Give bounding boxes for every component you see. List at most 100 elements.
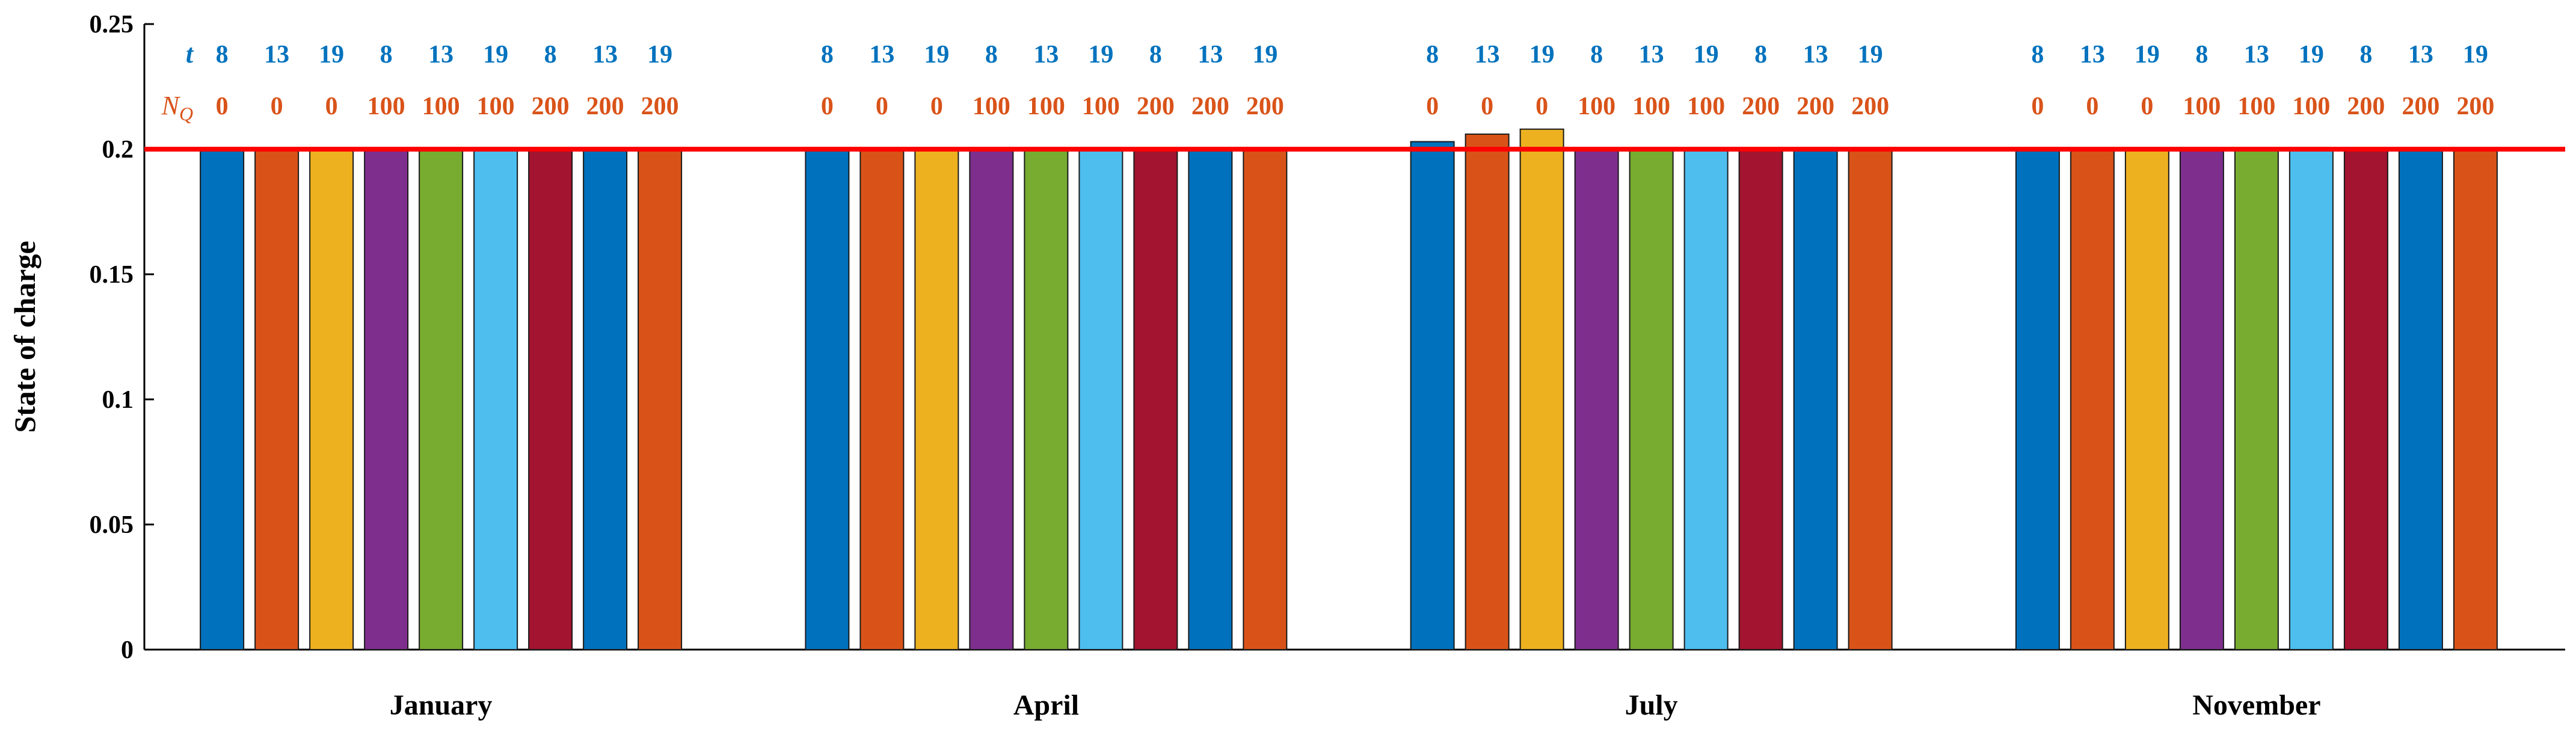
nq-label: 100	[2237, 93, 2275, 120]
nq-label: 0	[1426, 93, 1439, 120]
bar	[1793, 149, 1838, 650]
nq-label: 0	[2086, 93, 2098, 120]
time-label: 8	[380, 41, 393, 69]
nq-label: 200	[586, 93, 624, 120]
bar	[914, 149, 959, 650]
nq-label: 100	[1687, 93, 1725, 120]
bar	[364, 149, 409, 650]
nq-label: 0	[930, 93, 943, 120]
y-tick-label: 0.2	[102, 136, 134, 164]
bar	[969, 149, 1014, 650]
time-label: 8	[985, 41, 998, 69]
time-label: 13	[869, 41, 894, 69]
bar	[2124, 149, 2169, 650]
nq-label: 0	[2141, 93, 2153, 120]
x-tick-label: July	[1625, 689, 1678, 721]
bar	[1133, 149, 1178, 650]
nq-label: 200	[2456, 93, 2494, 120]
time-label: 19	[1694, 41, 1719, 69]
time-label: 8	[1590, 41, 1603, 69]
bar	[200, 149, 245, 650]
time-label: 13	[592, 41, 618, 69]
nq-label: 200	[532, 93, 570, 120]
bar	[1410, 141, 1455, 650]
nq-label: 200	[1191, 93, 1229, 120]
bar	[1078, 149, 1124, 650]
bar	[473, 149, 518, 650]
time-label: 19	[647, 41, 672, 69]
y-tick-label: 0.15	[90, 261, 134, 289]
bar	[1188, 149, 1233, 650]
nq-label: 200	[1246, 93, 1284, 120]
time-label: 13	[1197, 41, 1223, 69]
bar	[1024, 149, 1069, 650]
bar	[805, 149, 850, 650]
time-label: 19	[1088, 41, 1113, 69]
nq-label: 100	[1632, 93, 1670, 120]
bar	[1738, 149, 1783, 650]
bar	[528, 149, 573, 650]
x-tick-label: April	[1013, 689, 1079, 721]
bar	[2015, 149, 2060, 650]
time-label: 8	[1754, 41, 1767, 69]
bar	[2398, 149, 2443, 650]
bar	[1683, 149, 1729, 650]
y-axis-label: State of charge	[8, 241, 41, 432]
nq-label: 200	[2347, 93, 2385, 120]
time-label: 13	[2080, 41, 2105, 69]
nq-label: 200	[2402, 93, 2439, 120]
time-label: 8	[1149, 41, 1162, 69]
bar	[1574, 149, 1619, 650]
time-label: 19	[2299, 41, 2324, 69]
nq-label: 200	[1137, 93, 1175, 120]
nq-label: 200	[1851, 93, 1889, 120]
nq-row-label: NQ	[161, 91, 193, 125]
nq-label: 0	[876, 93, 888, 120]
time-label: 13	[1033, 41, 1059, 69]
bar	[1465, 134, 1510, 651]
y-tick-label: 0.25	[90, 11, 134, 38]
time-label: 13	[2408, 41, 2433, 69]
time-label: 19	[1858, 41, 1883, 69]
bar	[583, 149, 628, 650]
nq-label: 200	[1742, 93, 1780, 120]
bar	[1243, 149, 1288, 650]
y-tick-label: 0	[121, 636, 134, 664]
nq-label: 100	[2292, 93, 2330, 120]
y-tick-label: 0.05	[90, 511, 134, 539]
nq-label: 0	[1535, 93, 1548, 120]
bar	[254, 149, 300, 650]
nq-label: 100	[1027, 93, 1065, 120]
nq-label: 100	[973, 93, 1010, 120]
time-label: 8	[821, 41, 834, 69]
time-label: 19	[319, 41, 344, 69]
bar	[859, 149, 905, 650]
time-label: 8	[216, 41, 229, 69]
nq-label: 0	[271, 93, 283, 120]
time-label: 19	[483, 41, 508, 69]
nq-label: 200	[641, 93, 679, 120]
time-label: 19	[924, 41, 949, 69]
bar	[309, 149, 354, 650]
nq-label: 0	[2031, 93, 2044, 120]
time-label: 8	[2031, 41, 2044, 69]
nq-label: 100	[422, 93, 460, 120]
bar	[1519, 128, 1564, 651]
time-label: 13	[1639, 41, 1664, 69]
bar	[1848, 149, 1893, 650]
bar	[2070, 149, 2115, 650]
nq-label: 100	[2183, 93, 2221, 120]
bar	[2343, 149, 2388, 650]
time-label: 19	[1529, 41, 1555, 69]
nq-label: 0	[1481, 93, 1493, 120]
time-label: 8	[2195, 41, 2208, 69]
bar	[2453, 149, 2498, 650]
time-label: 13	[1475, 41, 1500, 69]
nq-label: 0	[216, 93, 229, 120]
nq-label: 100	[477, 93, 515, 120]
y-tick-label: 0.1	[102, 386, 134, 414]
time-label: 13	[1803, 41, 1828, 69]
time-label: 13	[428, 41, 453, 69]
